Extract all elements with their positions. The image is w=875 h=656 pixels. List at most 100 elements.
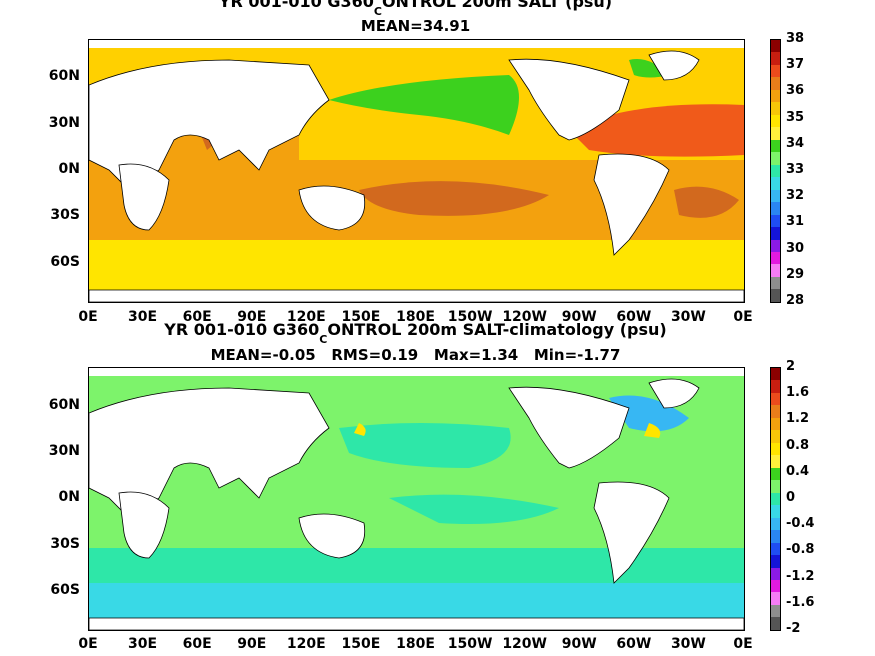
colorbar-swatch: [771, 289, 780, 302]
panel1-title-subscript: C: [373, 5, 382, 18]
lon-label: 120E: [286, 309, 326, 325]
north-america-land: [508, 386, 630, 469]
lon-label: 30E: [128, 636, 158, 652]
colorbar-label: -0.4: [786, 516, 815, 532]
colorbar-swatch: [771, 604, 780, 618]
lon-label: 90W: [561, 636, 597, 652]
greenland-land: [648, 50, 700, 81]
lon-label: 0E: [78, 309, 98, 325]
lon-label: 60E: [182, 309, 212, 325]
north-pacific-fresh: [329, 75, 519, 135]
panel2-title: YR 001-010 G360CONTROL 200m SALT-climato…: [88, 320, 743, 346]
lon-label: 0E: [733, 309, 753, 325]
australia-land: [298, 513, 366, 559]
lat-label: 60S: [50, 254, 80, 270]
colorbar-swatch: [771, 392, 780, 406]
panel2-title-subscript: C: [319, 333, 328, 346]
colorbar-swatch: [771, 592, 780, 605]
colorbar-swatch: [771, 542, 780, 556]
eurasia-africa-land: [89, 59, 330, 191]
colorbar-label: 37: [786, 57, 805, 73]
lon-label: 60W: [616, 636, 652, 652]
lon-label: 150W: [447, 636, 493, 652]
lat-label: 0N: [58, 161, 80, 177]
colorbar-label: -1.6: [786, 594, 815, 610]
colorbar-swatch: [771, 239, 780, 252]
south-america-land: [593, 481, 670, 584]
north-america-land: [508, 58, 630, 141]
colorbar-swatch: [771, 152, 780, 165]
colorbar-swatch: [771, 380, 780, 393]
colorbar-swatch: [771, 214, 780, 228]
colorbar-swatch: [771, 189, 780, 203]
eurasia-africa-land: [89, 387, 330, 519]
colorbar-swatch: [771, 89, 780, 103]
colorbar-swatch: [771, 202, 780, 215]
panel1-title-part-b: ONTROL 200m SALT (psu): [381, 0, 613, 11]
kuroshio-pos: [354, 423, 366, 436]
colorbar-swatch: [771, 417, 780, 431]
colorbar-label: 1.6: [786, 385, 810, 401]
greenland-land: [648, 378, 700, 409]
colorbar-swatch: [771, 114, 780, 128]
south-pacific-max: [359, 181, 549, 216]
colorbar-label: 36: [786, 83, 805, 99]
africa-south-land: [118, 163, 170, 231]
lon-label: 60E: [182, 636, 212, 652]
colorbar-swatch: [771, 52, 780, 65]
colorbar-swatch: [771, 405, 780, 418]
colorbar-label: 38: [786, 31, 805, 46]
colorbar-swatch: [771, 64, 780, 78]
lat-label: 60N: [48, 68, 80, 84]
lon-label: 0E: [78, 636, 98, 652]
colorbar-label: 0.8: [786, 437, 810, 453]
australia-land: [298, 185, 366, 231]
lon-label: 150E: [341, 636, 381, 652]
lon-label: 120W: [502, 309, 547, 325]
colorbar-swatch: [771, 164, 780, 178]
colorbar-swatch: [771, 579, 780, 593]
colorbar-swatch: [771, 442, 780, 456]
colorbar-swatch: [771, 505, 780, 518]
lat-label: 60N: [48, 397, 80, 413]
south-america-land: [593, 153, 670, 256]
colorbar-swatch: [771, 467, 780, 481]
panel2-title-part-b: ONTROL 200m SALT-climatology (psu): [327, 320, 667, 339]
colorbar-swatch: [771, 555, 780, 568]
colorbar-swatch: [771, 40, 780, 53]
lon-label: 30W: [670, 636, 706, 652]
lon-label: 0E: [733, 636, 753, 652]
colorbar-swatch: [771, 455, 780, 468]
panel1-stats: MEAN=34.91: [360, 17, 471, 35]
north-pacific-anomaly: [339, 423, 511, 468]
panel1-title: YR 001-010 G360CONTROL 200m SALT (psu): [88, 0, 743, 18]
colorbar-panel1: [770, 39, 781, 303]
colorbar-label: 0.4: [786, 463, 810, 479]
antarctica-land: [89, 617, 744, 630]
lon-label: 60W: [616, 309, 652, 325]
colorbar-swatch: [771, 567, 780, 580]
labrador-fresh: [629, 59, 669, 78]
lon-label: 90E: [237, 309, 267, 325]
colorbar-label: 30: [786, 240, 805, 256]
panel1-map-svg: [89, 40, 744, 302]
colorbar-swatch: [771, 430, 780, 443]
lat-label: 30S: [50, 207, 80, 223]
lon-label: 90W: [561, 309, 597, 325]
colorbar-label: 32: [786, 188, 805, 204]
lon-label: 180E: [396, 309, 435, 325]
south-atlantic-max: [674, 186, 739, 218]
lon-label: 150E: [341, 309, 381, 325]
lon-label: 150W: [447, 309, 493, 325]
colorbar-label: 33: [786, 162, 805, 177]
south-pacific-anomaly: [389, 494, 559, 524]
panel2-map-svg: [89, 368, 744, 630]
colorbar-swatch: [771, 480, 780, 493]
lat-label: 0N: [58, 489, 80, 505]
colorbar-swatch: [771, 77, 780, 90]
colorbar-label: -2: [786, 621, 801, 636]
colorbar-swatch: [771, 177, 780, 190]
lon-label: 120E: [286, 636, 326, 652]
colorbar-swatch: [771, 517, 780, 531]
southern-anomaly-band: [89, 548, 744, 583]
